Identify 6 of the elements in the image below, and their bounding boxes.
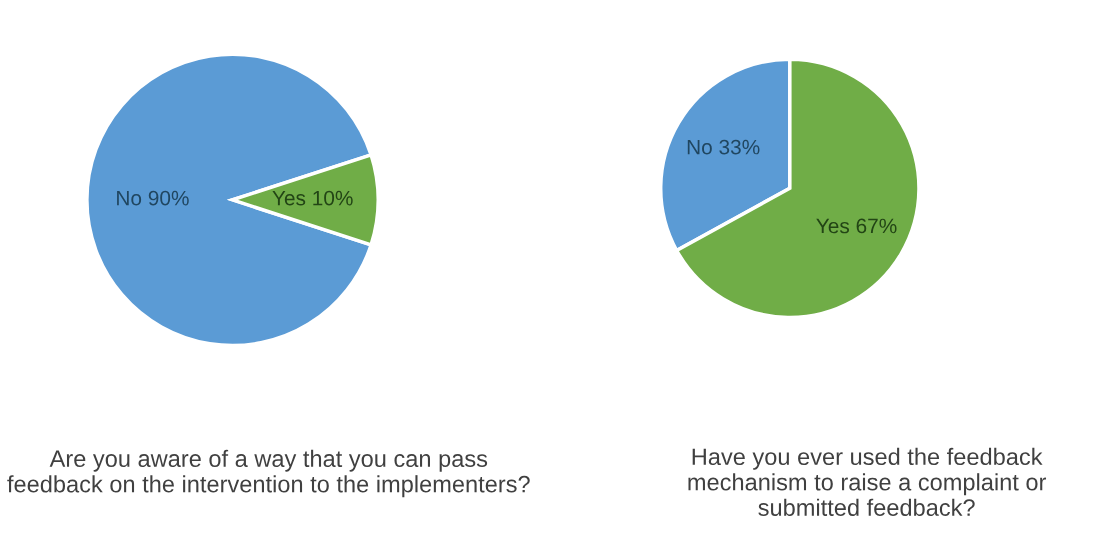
slice-label: No 90%	[117, 190, 189, 206]
text: Are you aware of a way that you can pass feedback on the intervention to the implementers?	[7, 449, 530, 498]
slice-label: No 33%	[687, 139, 760, 155]
slice-label: Yes 10%	[272, 190, 353, 206]
text: Have you ever used the feedback mechanism to raise a complaint or submitted feedback?	[688, 447, 1047, 516]
slice-label: Yes 67%	[816, 218, 897, 234]
